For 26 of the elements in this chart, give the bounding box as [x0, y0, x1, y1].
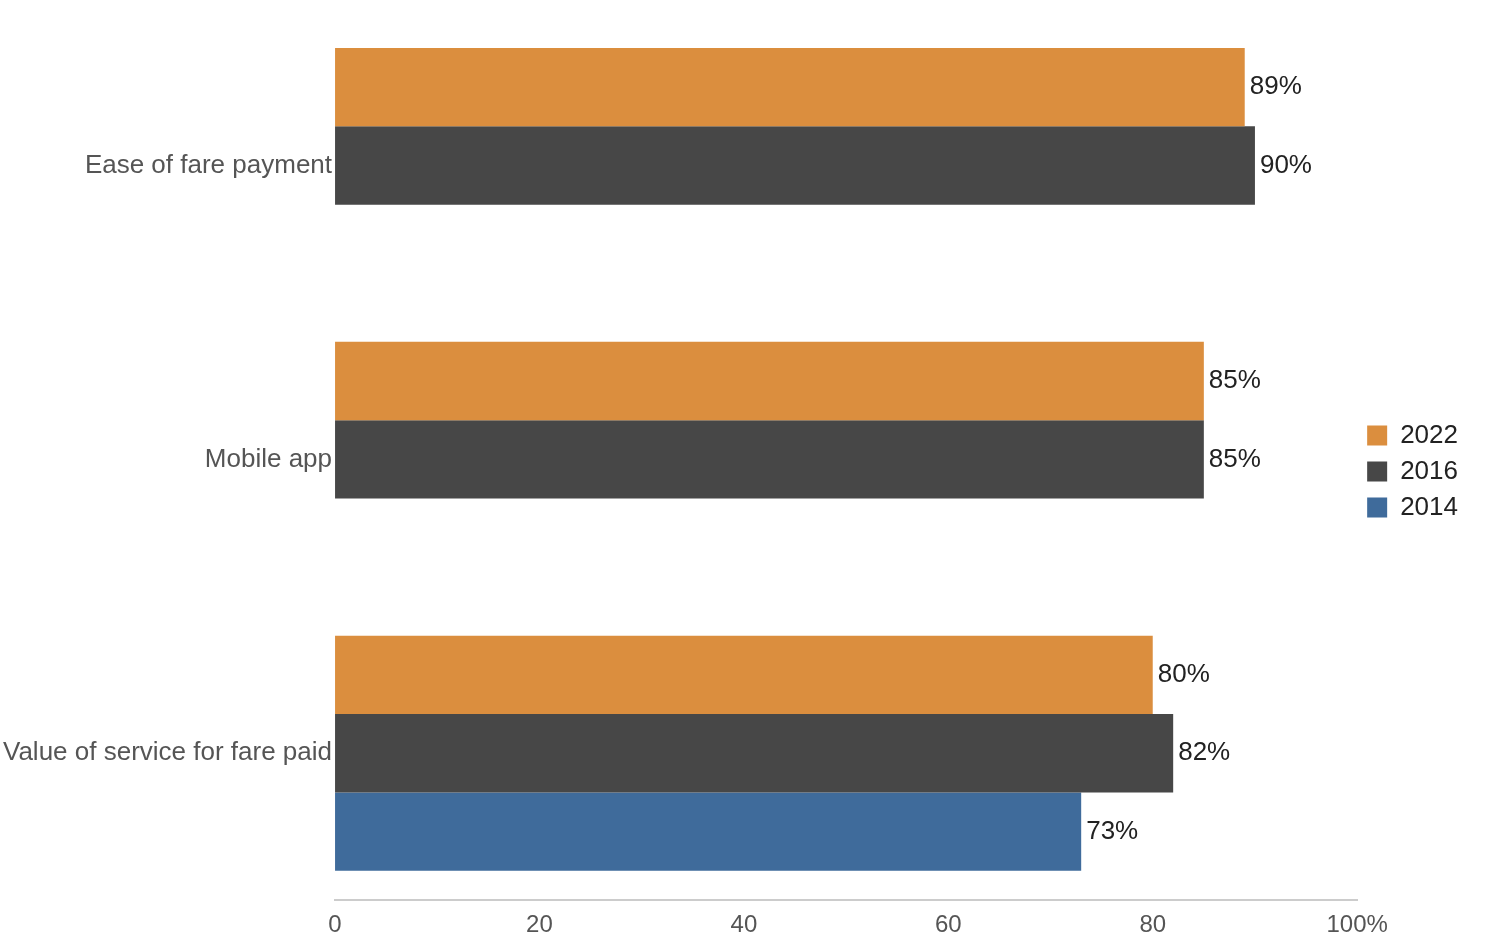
data-label: 73% [1086, 814, 1139, 845]
x-tick-label: 60 [934, 910, 962, 938]
y-tick-label: Ease of fare payment [84, 148, 333, 179]
bar [335, 714, 1174, 793]
data-label: 80% [1157, 658, 1210, 689]
data-label: 85% [1208, 364, 1261, 395]
bar [335, 126, 1255, 205]
x-tick-label: 80 [1139, 910, 1167, 938]
x-tick-label: 0 [328, 910, 342, 938]
data-label: 85% [1208, 442, 1261, 473]
legend-label: 2022 [1400, 418, 1458, 449]
data-label: 82% [1178, 736, 1231, 767]
x-tick-label: 100% [1326, 910, 1388, 938]
bar [335, 341, 1204, 421]
y-tick-label: Mobile app [204, 442, 333, 473]
y-tick-label: Value of service for fare paid [2, 736, 333, 767]
bar [335, 635, 1153, 715]
bar [335, 420, 1204, 499]
bar [335, 47, 1245, 127]
data-label: 90% [1259, 148, 1312, 179]
x-tick-label: 40 [730, 910, 758, 938]
bar [335, 792, 1082, 871]
x-tick-label: 20 [526, 910, 553, 938]
legend-label: 2014 [1400, 490, 1458, 521]
data-label: 89% [1249, 70, 1302, 101]
legend-label: 2016 [1400, 454, 1458, 485]
